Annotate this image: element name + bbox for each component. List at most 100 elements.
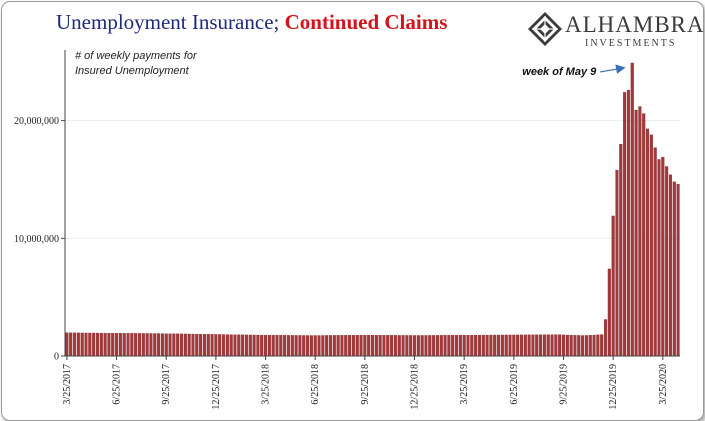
bar: [642, 113, 646, 357]
diamond-logo-icon: [528, 12, 562, 46]
bar: [279, 335, 283, 357]
bar: [401, 335, 405, 357]
bar: [210, 334, 214, 357]
bar: [306, 335, 310, 357]
y-tick-label: 10,000,000: [14, 234, 59, 245]
bar: [283, 335, 287, 357]
bar: [390, 335, 394, 357]
x-tick-label: 12/25/2018: [410, 364, 421, 410]
bar: [325, 335, 329, 357]
bar: [248, 334, 252, 357]
bars: [65, 62, 680, 357]
bar: [317, 335, 321, 357]
bar: [672, 181, 676, 357]
chart-title: Unemployment Insurance; Continued Claims: [56, 10, 447, 35]
bar: [141, 333, 145, 357]
bar: [332, 335, 336, 357]
bar: [351, 335, 355, 357]
bar: [481, 334, 485, 357]
bar: [244, 334, 248, 357]
bar: [290, 335, 294, 357]
bar: [336, 335, 340, 357]
bar: [214, 334, 218, 357]
bar: [668, 174, 672, 357]
bar: [157, 333, 161, 357]
bar: [321, 335, 325, 357]
bar: [596, 334, 600, 357]
bar: [451, 335, 455, 357]
bar: [267, 335, 271, 357]
bar: [386, 335, 390, 357]
x-tick-label: 6/25/2018: [310, 364, 321, 405]
x-tick-label: 6/25/2019: [509, 364, 520, 405]
bar: [367, 335, 371, 357]
x-tick-label: 9/25/2018: [360, 364, 371, 405]
bar: [439, 335, 443, 357]
bar: [95, 332, 99, 357]
chart-note: # of weekly payments for Insured Unemplo…: [75, 49, 197, 79]
bar: [588, 335, 592, 357]
bar: [474, 334, 478, 357]
bar: [359, 335, 363, 357]
bar: [256, 334, 260, 357]
bar: [623, 92, 627, 357]
bar: [489, 334, 493, 357]
bar: [187, 333, 191, 357]
bar: [569, 335, 573, 357]
bar: [76, 332, 80, 357]
bar: [428, 335, 432, 357]
bar: [111, 333, 115, 357]
bar: [561, 334, 566, 357]
bar: [229, 334, 233, 357]
bar: [665, 166, 669, 357]
y-axis: 0 10,000,000 20,000,000: [14, 50, 66, 363]
bar: [378, 335, 382, 357]
y-tick-label: 0: [54, 352, 59, 363]
logo-subtitle: INVESTMENTS: [585, 38, 677, 49]
bar: [393, 335, 397, 357]
bar: [80, 332, 84, 357]
bar: [519, 334, 523, 357]
bar: [424, 335, 428, 357]
bar: [107, 332, 111, 357]
bar: [470, 335, 474, 357]
bar: [130, 333, 134, 357]
bar: [344, 335, 348, 357]
bar: [260, 334, 264, 357]
x-tick-label: 3/25/2018: [261, 364, 272, 405]
bar: [535, 334, 539, 357]
bar: [294, 335, 298, 357]
x-tick-label: 6/25/2017: [112, 364, 123, 405]
bar: [275, 335, 279, 357]
bar: [137, 333, 142, 357]
bar: [516, 334, 520, 357]
x-tick-label: 12/25/2017: [211, 364, 222, 410]
bar: [134, 333, 138, 357]
bar: [405, 335, 409, 357]
bar: [412, 335, 417, 357]
bar: [340, 335, 344, 357]
bar: [592, 334, 596, 357]
x-tick-label: 9/25/2019: [558, 364, 569, 405]
bar: [485, 334, 489, 357]
gridlines: [65, 120, 680, 239]
bar: [370, 335, 375, 357]
bar: [145, 333, 149, 357]
annotation-arrow: [600, 64, 626, 74]
bar: [168, 333, 172, 357]
bar: [218, 334, 222, 357]
bar: [221, 334, 226, 357]
x-tick-label: 3/25/2017: [62, 364, 73, 405]
bar: [432, 335, 436, 357]
bar: [550, 334, 554, 357]
annotation: week of May 9: [522, 64, 626, 78]
bar: [397, 335, 401, 357]
bar: [149, 333, 153, 357]
bar: [539, 334, 543, 357]
bar: [527, 334, 531, 357]
bar: [115, 333, 119, 357]
bar: [179, 333, 184, 357]
bar: [577, 335, 581, 357]
bar: [573, 335, 577, 357]
